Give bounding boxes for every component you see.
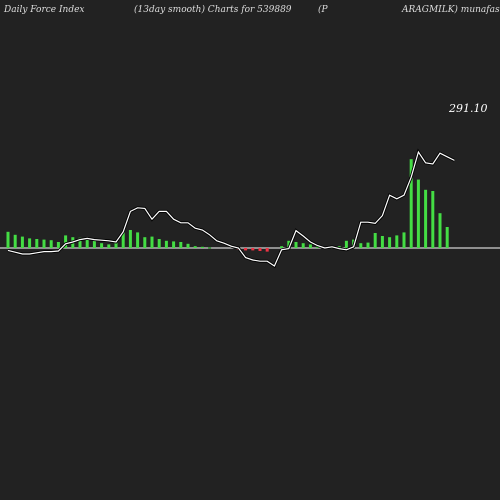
force-index-bar <box>179 242 183 248</box>
force-index-bar <box>244 248 248 251</box>
chart-title-left: Daily Force Index <box>3 5 85 15</box>
force-index-bar <box>20 236 24 248</box>
chart-title-right-a: (P <box>318 4 329 15</box>
force-index-bar <box>49 240 53 248</box>
force-index-bars <box>6 159 449 252</box>
force-index-bar <box>172 241 176 248</box>
force-index-bar <box>13 234 17 248</box>
force-index-bar <box>143 237 147 248</box>
force-index-bar <box>402 232 406 248</box>
force-index-bar <box>438 213 442 248</box>
force-index-bar <box>395 235 399 248</box>
force-index-bar <box>6 231 10 248</box>
force-index-bar <box>164 240 168 248</box>
force-index-bar <box>294 242 298 248</box>
force-index-bar <box>344 240 348 248</box>
force-index-bar <box>128 230 132 248</box>
force-index-bar <box>388 237 392 248</box>
force-index-bar <box>416 179 420 248</box>
force-index-bar <box>301 243 305 248</box>
force-index-bar <box>42 239 46 248</box>
force-index-bar <box>265 248 269 252</box>
force-index-bar <box>186 243 190 248</box>
force-index-bar <box>380 236 384 248</box>
force-index-bar <box>431 191 435 248</box>
force-index-bar <box>136 232 140 248</box>
last-value-label: 291.10 <box>448 102 488 115</box>
force-index-bar <box>100 243 104 248</box>
force-index-bar <box>208 247 212 249</box>
force-index-bar <box>150 236 154 248</box>
force-index-bar <box>193 246 197 248</box>
force-index-bar <box>424 189 428 248</box>
force-index-bar <box>308 244 312 248</box>
force-index-bar <box>200 246 204 248</box>
force-index-bar <box>35 239 39 248</box>
force-index-line <box>7 150 455 267</box>
force-index-bar <box>85 239 89 248</box>
chart-title-middle: (13day smooth) Charts for 539889 <box>134 4 292 15</box>
force-index-line-shadow <box>7 148 456 269</box>
force-index-bar <box>114 241 118 248</box>
chart-title-right-b: ARAGMILK) munafasutra <box>401 4 500 15</box>
force-index-bar <box>280 246 284 248</box>
force-index-bar <box>373 233 377 248</box>
force-index-bar <box>28 238 32 248</box>
force-index-bar <box>92 240 96 248</box>
force-index-bar <box>359 243 363 248</box>
force-index-bar <box>64 235 68 248</box>
force-index-bar <box>121 231 125 248</box>
force-index-bar <box>56 242 60 248</box>
force-index-bar <box>78 237 82 248</box>
force-index-bar <box>409 159 413 248</box>
force-index-bar <box>251 248 255 251</box>
force-index-bar <box>157 239 161 248</box>
force-index-bar <box>258 248 262 251</box>
force-index-bar <box>445 227 449 248</box>
force-index-bar <box>366 242 370 248</box>
force-index-bar <box>107 244 111 248</box>
force-index-bar <box>287 240 291 248</box>
